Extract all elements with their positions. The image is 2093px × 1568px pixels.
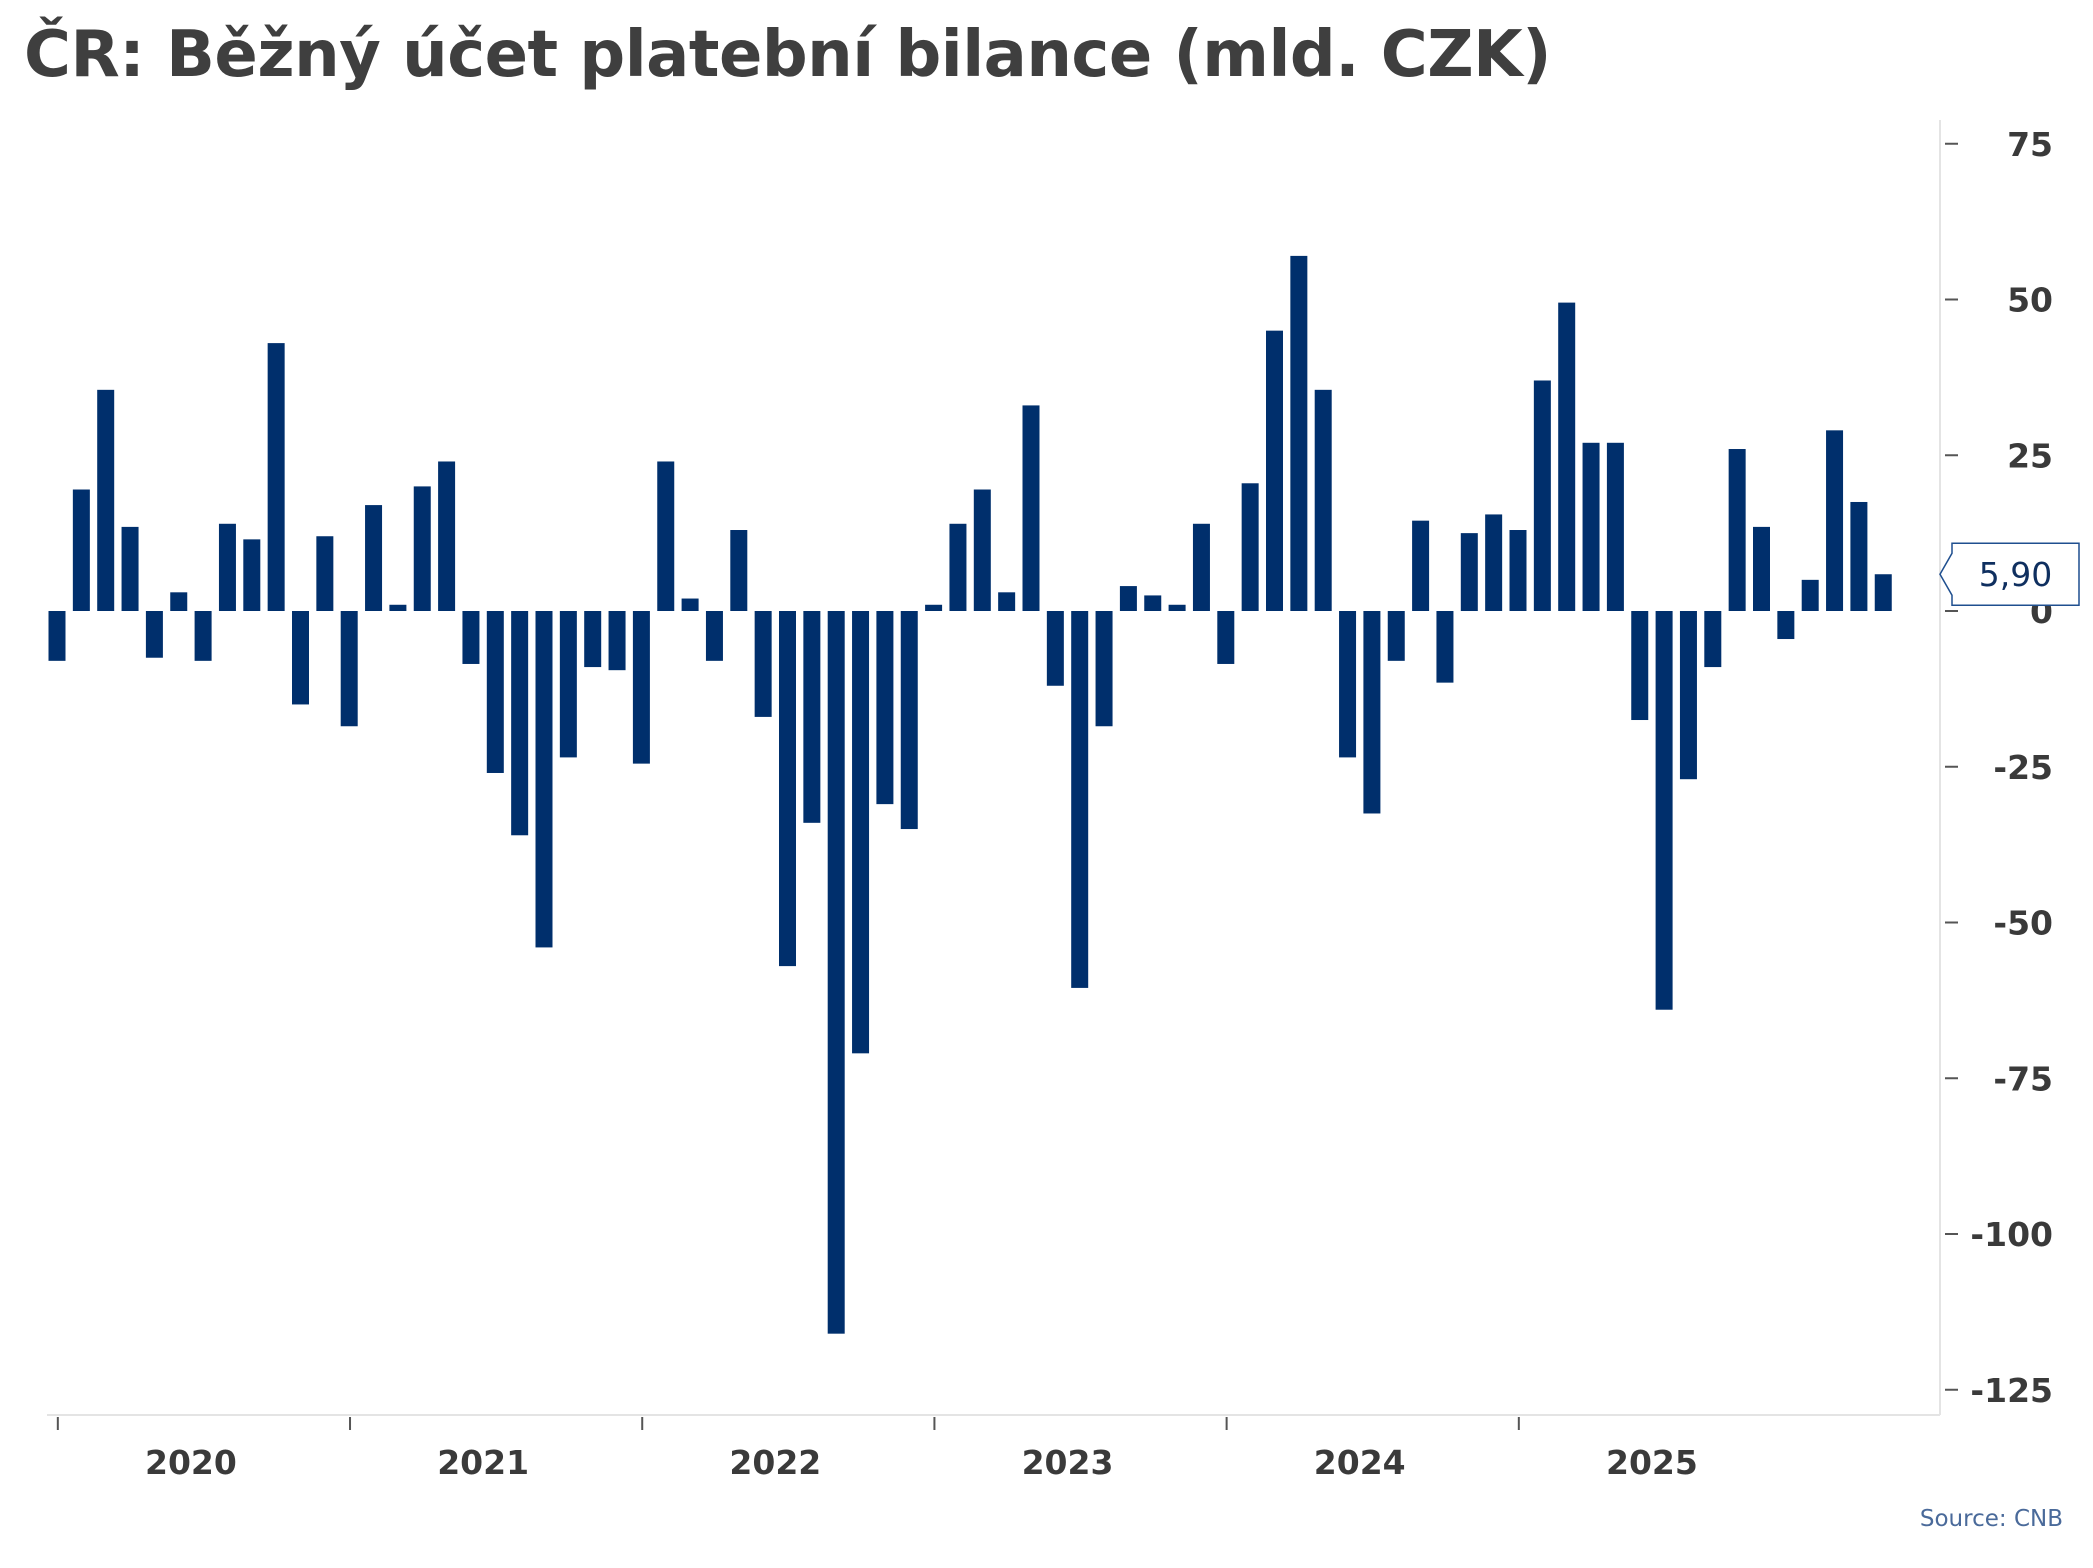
bars-layer (48, 255, 1892, 1334)
bar (973, 489, 991, 611)
bar (194, 611, 212, 661)
bar (559, 611, 577, 758)
bar (1241, 483, 1259, 611)
bar (1679, 611, 1697, 780)
bar (754, 611, 772, 717)
bar (1558, 302, 1576, 611)
y-tick-label: -75 (1993, 1059, 2053, 1098)
bar (1314, 389, 1332, 611)
bar (1460, 533, 1478, 612)
last-value-label: 5,90 (1979, 555, 2052, 594)
bar (1339, 611, 1357, 758)
x-tick-label: 2021 (437, 1443, 529, 1482)
y-tick-label: -100 (1970, 1215, 2053, 1254)
bar (779, 611, 796, 967)
bar (511, 611, 529, 836)
bar (1777, 611, 1795, 640)
bar (1046, 611, 1064, 686)
bar (1290, 255, 1308, 611)
bar (365, 505, 383, 611)
bar (243, 539, 261, 611)
bar (1655, 611, 1673, 1010)
callout-box (1939, 542, 2080, 606)
bar (1192, 523, 1210, 611)
last-value-callout: 5,90 (1939, 542, 2080, 606)
bar (876, 611, 894, 805)
bar (1436, 611, 1454, 683)
bar (730, 530, 748, 611)
bar (316, 536, 334, 611)
bar (48, 611, 66, 661)
bar (608, 611, 626, 671)
bar (632, 611, 650, 764)
bar (1144, 595, 1162, 611)
x-tick-label: 2024 (1314, 1443, 1406, 1482)
bar (1168, 604, 1186, 611)
bar (1704, 611, 1722, 668)
bar (1387, 611, 1405, 661)
bar (1826, 430, 1844, 611)
bar (827, 611, 845, 1334)
bar (340, 611, 358, 727)
bar (1119, 586, 1137, 611)
bar (486, 611, 504, 773)
bar (1095, 611, 1113, 727)
chart-title: ČR: Běžný účet platební bilance (mld. CZ… (24, 18, 1552, 92)
bar (1801, 579, 1819, 611)
bar (1412, 520, 1430, 611)
bar (657, 461, 675, 611)
y-tick-label: -50 (1993, 904, 2053, 943)
bar (1217, 611, 1235, 664)
bar (852, 611, 870, 1054)
y-tick-label: 50 (2007, 281, 2053, 320)
bar (1582, 442, 1600, 611)
bar (949, 523, 967, 611)
bar (1753, 526, 1770, 611)
bar (1631, 611, 1649, 721)
bar (925, 604, 943, 611)
x-tick-label: 2025 (1606, 1443, 1698, 1482)
bar (267, 343, 285, 611)
x-tick-label: 2022 (729, 1443, 821, 1482)
x-tick-label: 2023 (1022, 1443, 1114, 1482)
bar (121, 526, 139, 611)
bar (535, 611, 553, 948)
bar (705, 611, 723, 661)
bar (1850, 501, 1868, 611)
bar (413, 486, 431, 611)
source-note: Source: CNB (1919, 1506, 2063, 1532)
bar (218, 523, 236, 611)
bar (145, 611, 163, 658)
bar (170, 592, 188, 611)
bar (1071, 611, 1089, 988)
bar (1266, 330, 1283, 611)
bar (1606, 442, 1624, 611)
bar (681, 598, 699, 611)
bar (462, 611, 480, 664)
bar (438, 461, 456, 611)
y-tick-label: -125 (1970, 1371, 2053, 1410)
bar (1874, 574, 1892, 611)
y-tick-label: -25 (1993, 748, 2053, 787)
bar (1533, 380, 1551, 611)
bar (72, 489, 90, 611)
x-tick-label: 2020 (145, 1443, 237, 1482)
y-tick-label: 25 (2007, 436, 2053, 475)
bar (803, 611, 821, 823)
y-tick-label: 75 (2007, 125, 2053, 164)
bar (1022, 405, 1040, 611)
bar (1509, 530, 1527, 611)
bar (1485, 514, 1503, 611)
bar (292, 611, 309, 705)
bar (1728, 449, 1746, 611)
bar (389, 604, 407, 611)
bar (1363, 611, 1381, 814)
bar (900, 611, 918, 830)
bar (998, 592, 1016, 611)
bar (584, 611, 602, 668)
bar (97, 389, 115, 611)
